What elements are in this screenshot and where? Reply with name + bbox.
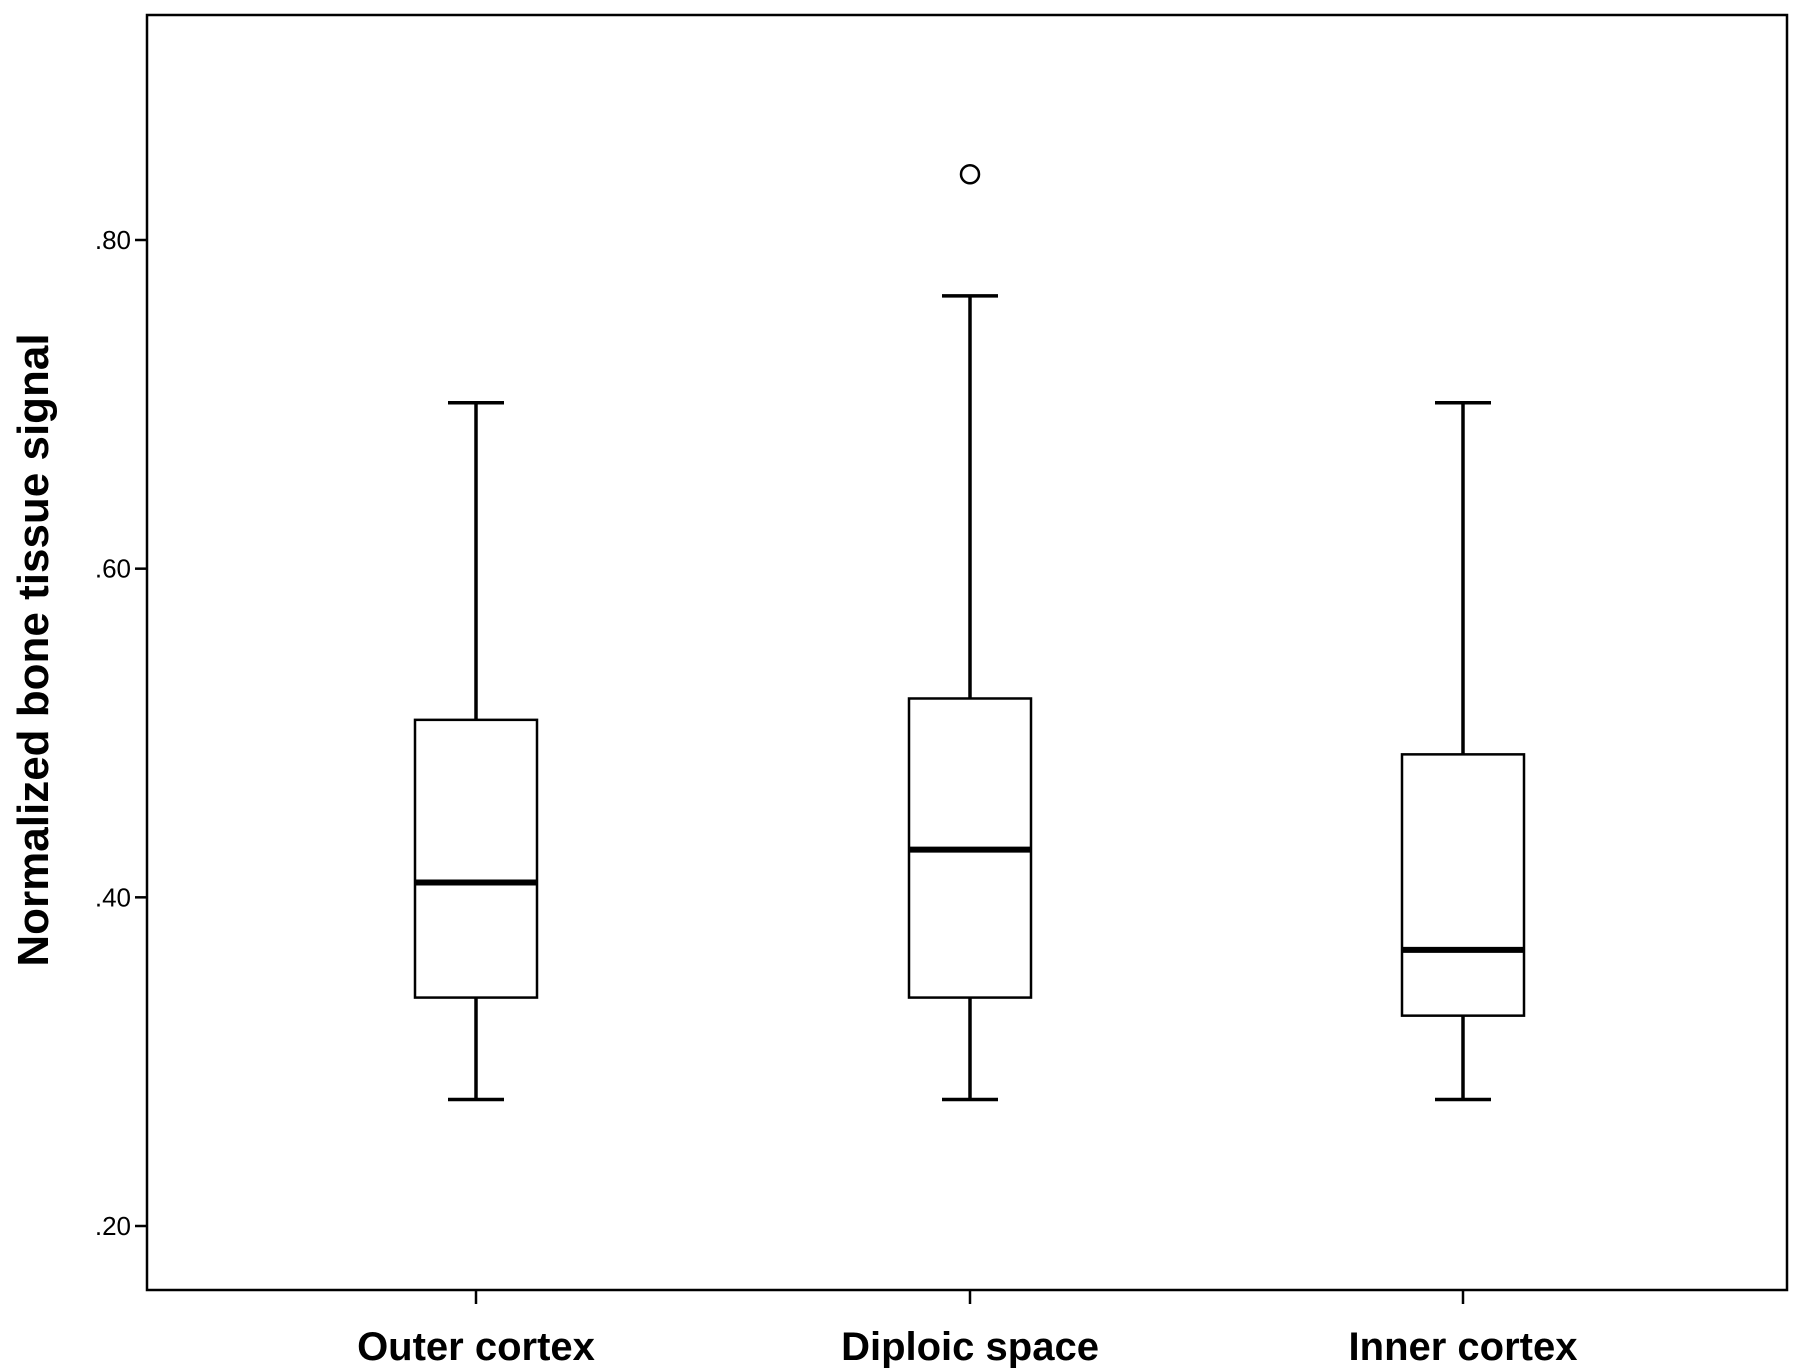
x-axis: Outer cortex Diploic space Inner cortex <box>357 1290 1577 1368</box>
plot-frame <box>145 13 1789 1292</box>
box-1 <box>413 400 539 1102</box>
y-tick-label: .20 <box>95 1211 131 1241</box>
box-2 <box>907 164 1033 1102</box>
box-3 <box>1400 400 1526 1102</box>
x-category-label: Outer cortex <box>357 1325 595 1368</box>
x-category-label: Inner cortex <box>1349 1325 1578 1368</box>
interquartile-box <box>1400 753 1526 1017</box>
y-axis: .20 .40 .60 .80 <box>95 225 147 1241</box>
outlier-point <box>959 164 981 185</box>
y-axis-title: Normalized bone tissue signal <box>9 333 58 966</box>
y-tick-label: .40 <box>95 882 131 912</box>
box-series <box>413 164 1526 1102</box>
interquartile-box <box>413 718 539 999</box>
x-category-label: Diploic space <box>841 1325 1099 1368</box>
y-tick-label: .80 <box>95 225 131 255</box>
y-tick-label: .60 <box>95 554 131 584</box>
